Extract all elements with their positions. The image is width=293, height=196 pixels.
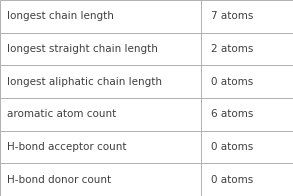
Text: 7 atoms: 7 atoms	[211, 11, 253, 21]
Text: H-bond acceptor count: H-bond acceptor count	[7, 142, 127, 152]
Text: longest aliphatic chain length: longest aliphatic chain length	[7, 77, 162, 87]
Text: 6 atoms: 6 atoms	[211, 109, 253, 119]
Text: H-bond donor count: H-bond donor count	[7, 175, 111, 185]
Text: 2 atoms: 2 atoms	[211, 44, 253, 54]
Text: 0 atoms: 0 atoms	[211, 175, 253, 185]
Text: aromatic atom count: aromatic atom count	[7, 109, 117, 119]
Text: longest chain length: longest chain length	[7, 11, 114, 21]
Text: longest straight chain length: longest straight chain length	[7, 44, 158, 54]
Text: 0 atoms: 0 atoms	[211, 142, 253, 152]
Text: 0 atoms: 0 atoms	[211, 77, 253, 87]
